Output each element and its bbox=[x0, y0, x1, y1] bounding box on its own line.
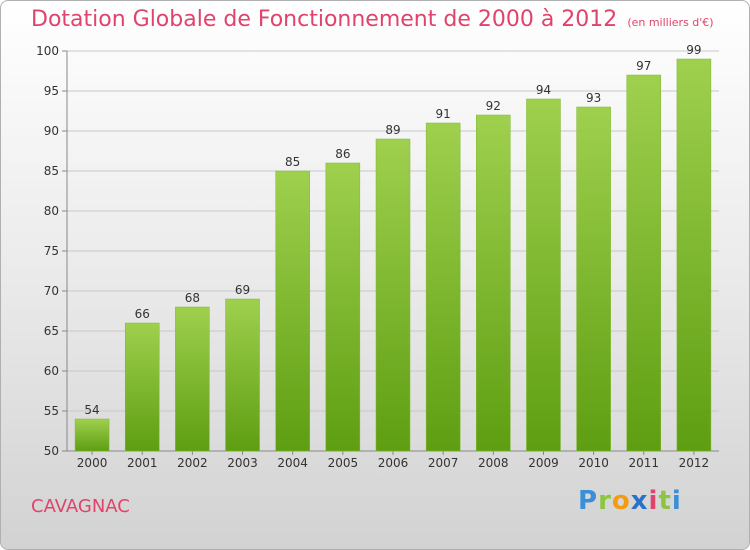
x-tick-label: 2004 bbox=[277, 456, 308, 470]
bar bbox=[425, 122, 461, 452]
y-tick-label: 75 bbox=[44, 244, 59, 258]
x-tick-label: 2007 bbox=[428, 456, 459, 470]
x-tick-label: 2010 bbox=[578, 456, 609, 470]
place-name: CAVAGNAC bbox=[31, 496, 130, 517]
y-tick-label: 80 bbox=[44, 204, 59, 218]
bar bbox=[325, 162, 361, 452]
x-tick-label: 2008 bbox=[478, 456, 509, 470]
y-tick-label: 60 bbox=[44, 364, 59, 378]
bar-layer bbox=[74, 58, 712, 452]
data-label: 91 bbox=[436, 107, 451, 121]
x-tick-label: 2012 bbox=[679, 456, 710, 470]
y-tick-label: 100 bbox=[36, 44, 59, 58]
y-tick-label: 85 bbox=[44, 164, 59, 178]
data-label: 92 bbox=[486, 99, 501, 113]
x-tick-label: 2005 bbox=[328, 456, 359, 470]
bar bbox=[676, 58, 712, 452]
bar bbox=[476, 114, 511, 452]
bar bbox=[375, 138, 411, 452]
data-label: 89 bbox=[385, 123, 400, 137]
x-tick-label: 2011 bbox=[628, 456, 659, 470]
x-tick-label: 2001 bbox=[127, 456, 158, 470]
data-label: 68 bbox=[185, 291, 200, 305]
x-tick-label: 2000 bbox=[77, 456, 108, 470]
x-tick-label: 2006 bbox=[378, 456, 409, 470]
data-label: 54 bbox=[84, 403, 99, 417]
y-tick-label: 70 bbox=[44, 284, 59, 298]
data-label: 99 bbox=[686, 43, 701, 57]
unit-note: (en milliers d'€) bbox=[627, 16, 714, 29]
bar bbox=[576, 106, 611, 452]
bar bbox=[626, 74, 662, 452]
data-label: 69 bbox=[235, 283, 250, 297]
title-text: Dotation Globale de Fonctionnement de 20… bbox=[31, 7, 618, 32]
y-tick-label: 50 bbox=[44, 444, 59, 458]
x-tick-label: 2003 bbox=[227, 456, 258, 470]
data-label: 97 bbox=[636, 59, 651, 73]
y-tick-label: 95 bbox=[44, 84, 59, 98]
data-label: 94 bbox=[536, 83, 551, 97]
bar bbox=[225, 298, 260, 452]
bar bbox=[275, 170, 310, 452]
y-tick-label: 55 bbox=[44, 404, 59, 418]
y-tick-label: 65 bbox=[44, 324, 59, 338]
data-label: 66 bbox=[135, 307, 150, 321]
x-tick-label: 2009 bbox=[528, 456, 559, 470]
data-label: 86 bbox=[335, 147, 350, 161]
data-label: 93 bbox=[586, 91, 601, 105]
chart-title: Dotation Globale de Fonctionnement de 20… bbox=[31, 7, 714, 32]
bar bbox=[175, 306, 210, 452]
bar bbox=[124, 322, 160, 452]
proxiti-logo[interactable]: Proxiti bbox=[578, 486, 682, 516]
x-tick-label: 2002 bbox=[177, 456, 208, 470]
bar bbox=[74, 418, 110, 452]
bar bbox=[526, 98, 561, 452]
data-label: 85 bbox=[285, 155, 300, 169]
label-layer: 54 2000 66 2001 68 2002 69 2003 85 2004 86 2005 89 20… bbox=[77, 43, 709, 470]
y-tick-label: 90 bbox=[44, 124, 59, 138]
